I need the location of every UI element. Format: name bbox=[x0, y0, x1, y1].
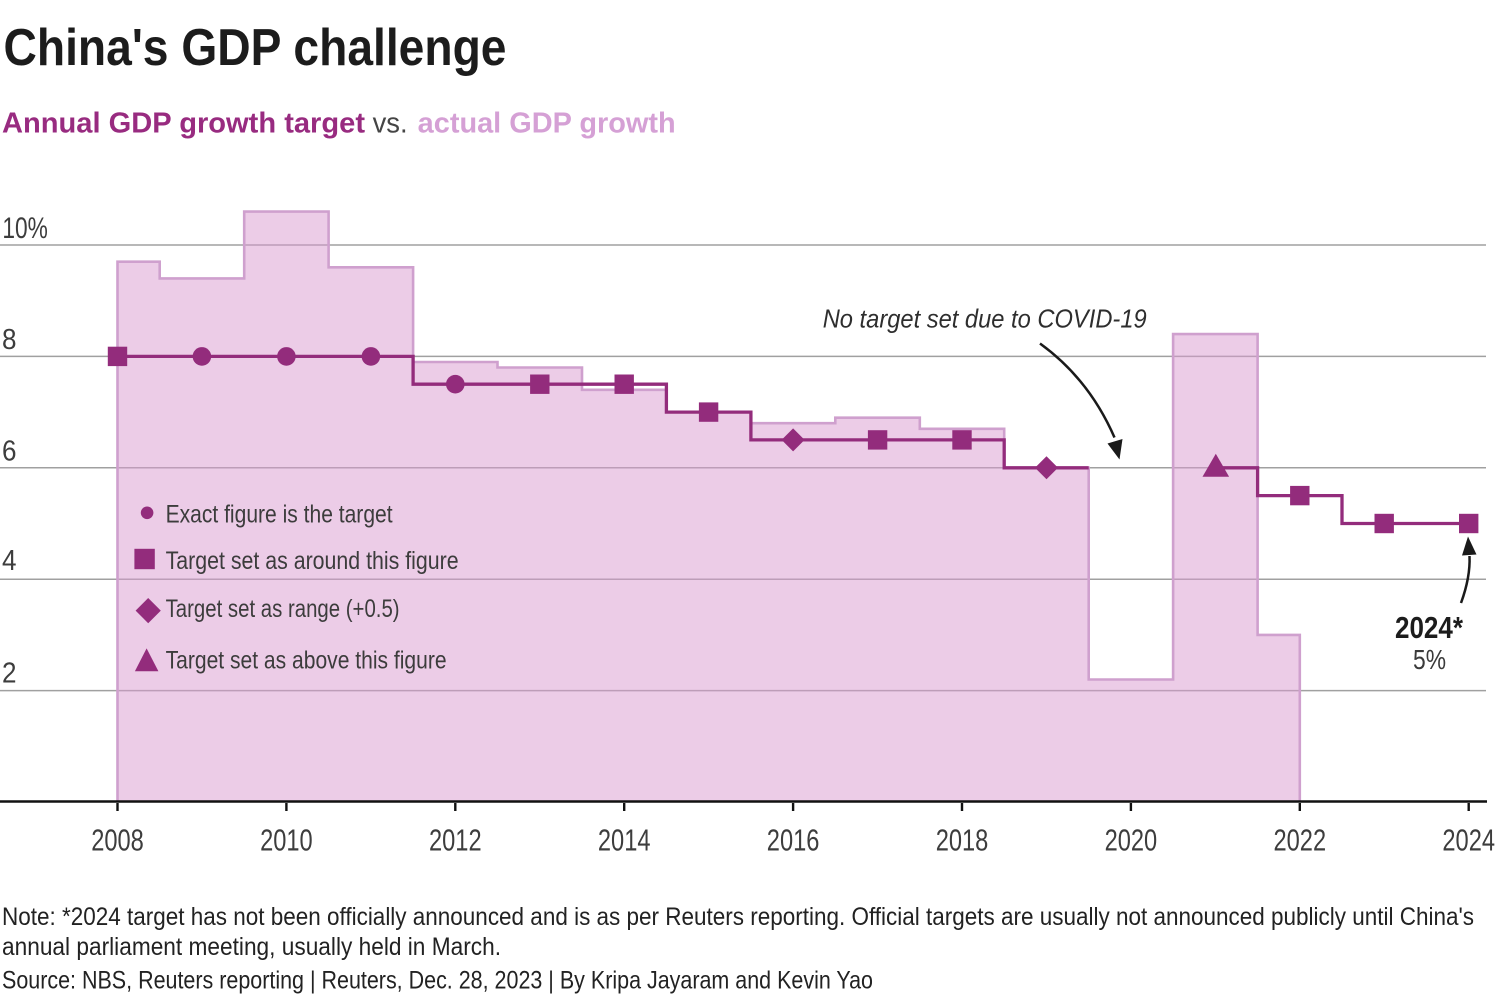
svg-text:2010: 2010 bbox=[260, 824, 313, 858]
svg-text:2014: 2014 bbox=[598, 824, 651, 858]
svg-text:2024*: 2024* bbox=[1395, 611, 1463, 645]
svg-text:2008: 2008 bbox=[91, 824, 144, 858]
svg-text:5%: 5% bbox=[1413, 644, 1446, 675]
svg-text:8: 8 bbox=[2, 324, 17, 356]
svg-text:actual GDP growth: actual GDP growth bbox=[418, 108, 676, 140]
svg-text:Source: NBS, Reuters reporting: Source: NBS, Reuters reporting | Reuters… bbox=[2, 967, 873, 995]
svg-text:2012: 2012 bbox=[429, 824, 482, 858]
svg-text:2024: 2024 bbox=[1442, 824, 1495, 858]
svg-text:2018: 2018 bbox=[936, 824, 989, 858]
svg-text:Target set as around this figu: Target set as around this figure bbox=[166, 547, 459, 575]
svg-text:4: 4 bbox=[2, 545, 17, 577]
svg-text:annual parliament meeting, usu: annual parliament meeting, usually held … bbox=[2, 933, 501, 961]
svg-text:2016: 2016 bbox=[767, 824, 820, 858]
svg-text:Target set as above this figur: Target set as above this figure bbox=[166, 647, 447, 675]
svg-text:10%: 10% bbox=[2, 212, 48, 245]
svg-text:No target set due to COVID-19: No target set due to COVID-19 bbox=[823, 304, 1147, 334]
svg-text:China's GDP challenge: China's GDP challenge bbox=[4, 19, 507, 77]
svg-text:Exact figure is the target: Exact figure is the target bbox=[166, 501, 393, 529]
svg-text:Target set as range (+0.5): Target set as range (+0.5) bbox=[166, 595, 400, 623]
svg-text:Annual GDP growth target: Annual GDP growth target bbox=[2, 108, 365, 140]
svg-text:6: 6 bbox=[2, 435, 17, 467]
svg-text:2: 2 bbox=[2, 658, 17, 690]
svg-text:2022: 2022 bbox=[1274, 824, 1327, 858]
svg-text:vs.: vs. bbox=[373, 108, 408, 140]
svg-text:2020: 2020 bbox=[1105, 824, 1158, 858]
svg-text:Note: *2024 target has not bee: Note: *2024 target has not been official… bbox=[2, 903, 1474, 931]
